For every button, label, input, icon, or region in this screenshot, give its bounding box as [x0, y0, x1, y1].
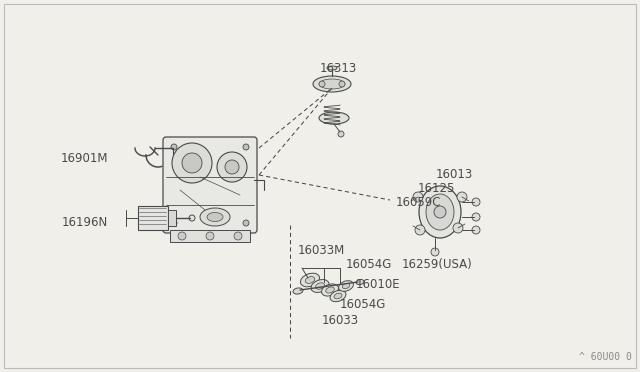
Text: 16054G: 16054G	[346, 258, 392, 271]
Circle shape	[339, 81, 345, 87]
Circle shape	[206, 232, 214, 240]
Circle shape	[171, 144, 177, 150]
Text: 16196N: 16196N	[61, 216, 108, 229]
Circle shape	[431, 248, 439, 256]
Circle shape	[472, 198, 480, 206]
Circle shape	[217, 152, 247, 182]
Circle shape	[319, 81, 325, 87]
Ellipse shape	[419, 186, 461, 238]
Ellipse shape	[321, 284, 339, 296]
Ellipse shape	[339, 281, 353, 291]
Ellipse shape	[300, 273, 319, 287]
Circle shape	[338, 131, 344, 137]
Circle shape	[415, 225, 425, 235]
Circle shape	[457, 192, 467, 202]
Circle shape	[189, 215, 195, 221]
Text: 16010E: 16010E	[356, 278, 401, 291]
Circle shape	[472, 226, 480, 234]
Circle shape	[225, 160, 239, 174]
Ellipse shape	[313, 76, 351, 92]
Text: 16033: 16033	[322, 314, 359, 327]
Circle shape	[182, 153, 202, 173]
Circle shape	[243, 144, 249, 150]
Bar	[168, 210, 176, 226]
Circle shape	[171, 220, 177, 226]
Text: 16013: 16013	[436, 168, 473, 181]
Ellipse shape	[316, 283, 324, 289]
Text: 16901M: 16901M	[61, 152, 108, 165]
Ellipse shape	[319, 112, 349, 124]
FancyBboxPatch shape	[163, 137, 257, 233]
Ellipse shape	[342, 283, 349, 289]
Text: 16313: 16313	[320, 62, 357, 75]
Text: 16054G: 16054G	[340, 298, 387, 311]
Ellipse shape	[305, 277, 315, 283]
Bar	[170, 230, 250, 242]
Text: ^ 60U00 0: ^ 60U00 0	[579, 352, 632, 362]
Ellipse shape	[326, 287, 334, 293]
Circle shape	[172, 143, 212, 183]
Ellipse shape	[330, 290, 346, 302]
Ellipse shape	[319, 79, 345, 89]
Circle shape	[413, 192, 423, 202]
Circle shape	[453, 223, 463, 233]
Circle shape	[234, 232, 242, 240]
Ellipse shape	[356, 279, 364, 285]
Circle shape	[472, 213, 480, 221]
Ellipse shape	[311, 280, 329, 292]
Text: 16059C: 16059C	[396, 196, 442, 209]
Ellipse shape	[207, 212, 223, 221]
Circle shape	[243, 220, 249, 226]
Ellipse shape	[293, 288, 303, 294]
Text: 16125: 16125	[418, 182, 456, 195]
Circle shape	[178, 232, 186, 240]
Circle shape	[434, 206, 446, 218]
Ellipse shape	[200, 208, 230, 226]
Ellipse shape	[426, 194, 454, 230]
Ellipse shape	[334, 293, 342, 299]
Ellipse shape	[327, 66, 337, 70]
Bar	[138, 206, 168, 230]
Text: 16033M: 16033M	[298, 244, 345, 257]
Text: 16259(USA): 16259(USA)	[402, 258, 473, 271]
